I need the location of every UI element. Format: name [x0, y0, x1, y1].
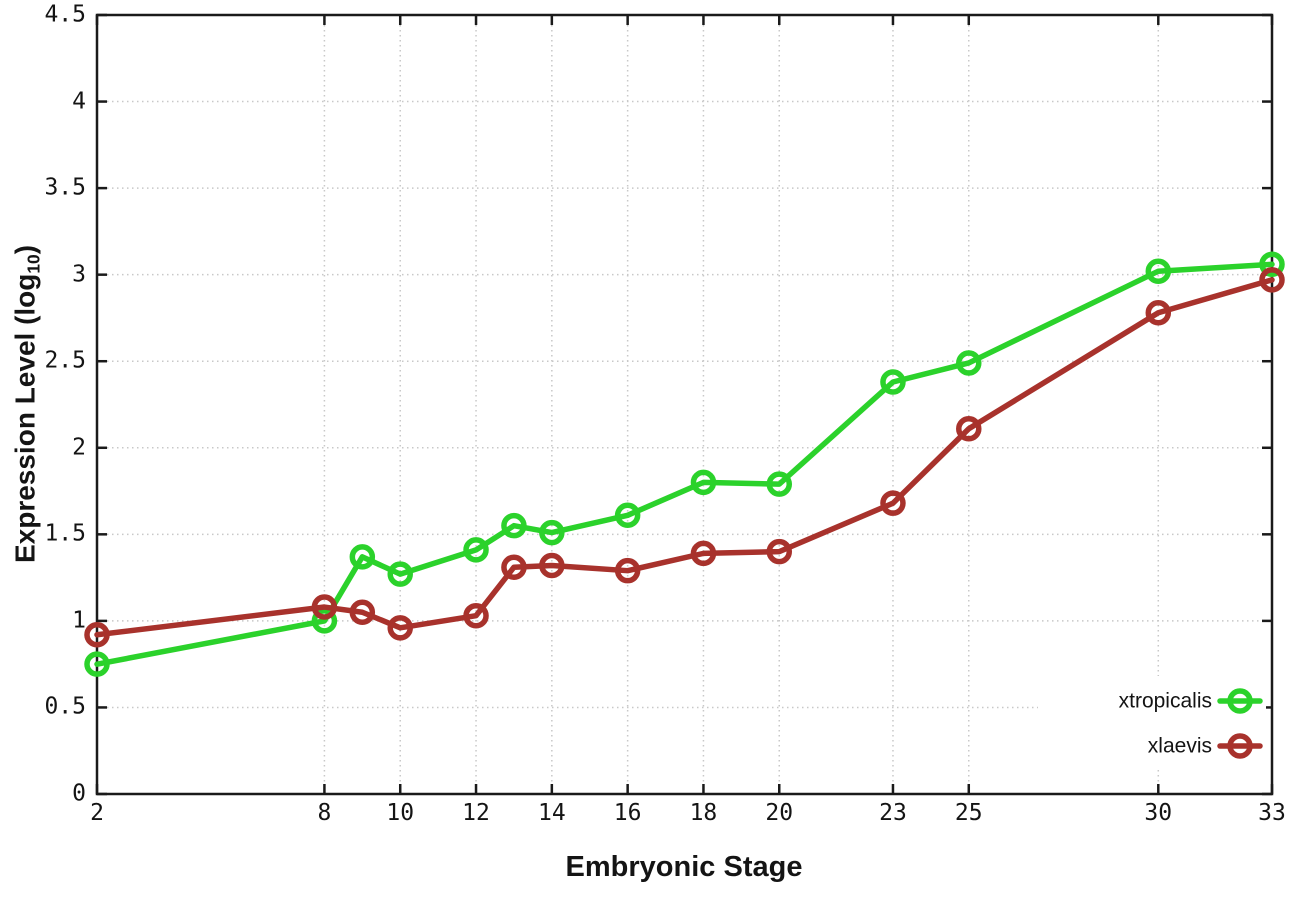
data-point-xtropicalis	[311, 608, 338, 634]
x-tick-label: 10	[386, 800, 415, 826]
data-point-xtropicalis	[349, 544, 376, 570]
data-point-xlaevis	[539, 552, 565, 579]
data-point-xlaevis	[311, 594, 338, 620]
data-point-xtropicalis	[501, 512, 527, 539]
y-tick-label: 2.5	[44, 347, 86, 374]
x-tick-label: 20	[765, 800, 794, 826]
data-point-xlaevis	[614, 557, 641, 584]
data-point-xtropicalis	[614, 502, 641, 529]
y-axis-title: Expression Level (log10)	[10, 245, 45, 563]
data-point-xlaevis	[690, 540, 717, 567]
data-point-xlaevis	[349, 599, 376, 625]
y-tick-label: 0.5	[44, 693, 86, 720]
data-point-xtropicalis	[539, 519, 565, 546]
x-axis-title: Embryonic Stage	[565, 851, 803, 883]
plot-border	[95, 13, 1274, 796]
y-axis-title-suffix: )	[9, 244, 41, 255]
legend-label-xlaevis: xlaevis	[1147, 734, 1212, 758]
data-point-xtropicalis	[880, 369, 906, 395]
legend-background	[1038, 676, 1266, 768]
x-tick-label: 16	[613, 800, 642, 826]
data-point-xlaevis	[387, 615, 413, 641]
x-tick-label: 8	[317, 800, 332, 826]
data-point-xtropicalis	[1145, 258, 1172, 284]
data-point-xlaevis	[463, 602, 489, 629]
data-point-xtropicalis	[463, 537, 489, 563]
legend-sample-marker-xtropicalis	[1227, 688, 1253, 714]
data-point-xtropicalis	[387, 561, 413, 587]
y-tick-label: 4.5	[44, 1, 86, 28]
data-point-xtropicalis	[690, 469, 717, 496]
data-point-xlaevis	[1259, 267, 1285, 293]
x-tick-label: 33	[1258, 800, 1286, 826]
x-tick-label: 25	[954, 800, 983, 826]
x-tick-label: 14	[537, 800, 566, 826]
legend-sample-marker-xlaevis	[1227, 733, 1253, 759]
x-tick-label: 2	[90, 800, 104, 826]
x-tick-label: 23	[879, 800, 907, 826]
y-tick-label: 3	[72, 261, 86, 288]
data-point-xtropicalis	[1259, 251, 1285, 278]
series-line-xtropicalis	[94, 261, 1275, 667]
y-axis-title-subscript: 10	[23, 254, 44, 274]
y-tick-label: 1.5	[44, 520, 86, 547]
series-line-xlaevis	[94, 277, 1275, 638]
data-point-xlaevis	[501, 554, 527, 580]
x-tick-label: 30	[1144, 800, 1173, 826]
y-tick-label: 3.5	[44, 174, 86, 201]
data-point-xlaevis	[766, 538, 793, 565]
data-point-xlaevis	[84, 621, 110, 648]
y-tick-label: 4	[72, 88, 86, 115]
y-tick-label: 2	[72, 434, 86, 461]
data-point-xlaevis	[880, 490, 906, 516]
legend-label-xtropicalis: xtropicalis	[1118, 689, 1212, 713]
y-axis-title-text: Expression Level (log	[9, 273, 41, 564]
y-tick-label: 1	[72, 607, 86, 634]
x-tick-label: 12	[462, 800, 490, 826]
data-point-xtropicalis	[956, 350, 982, 376]
y-tick-label: 0	[72, 780, 86, 807]
x-tick-label: 18	[689, 800, 718, 826]
data-point-xtropicalis	[84, 651, 110, 677]
data-point-xtropicalis	[766, 471, 793, 497]
data-point-xlaevis	[956, 415, 982, 442]
data-point-xlaevis	[1145, 300, 1172, 326]
